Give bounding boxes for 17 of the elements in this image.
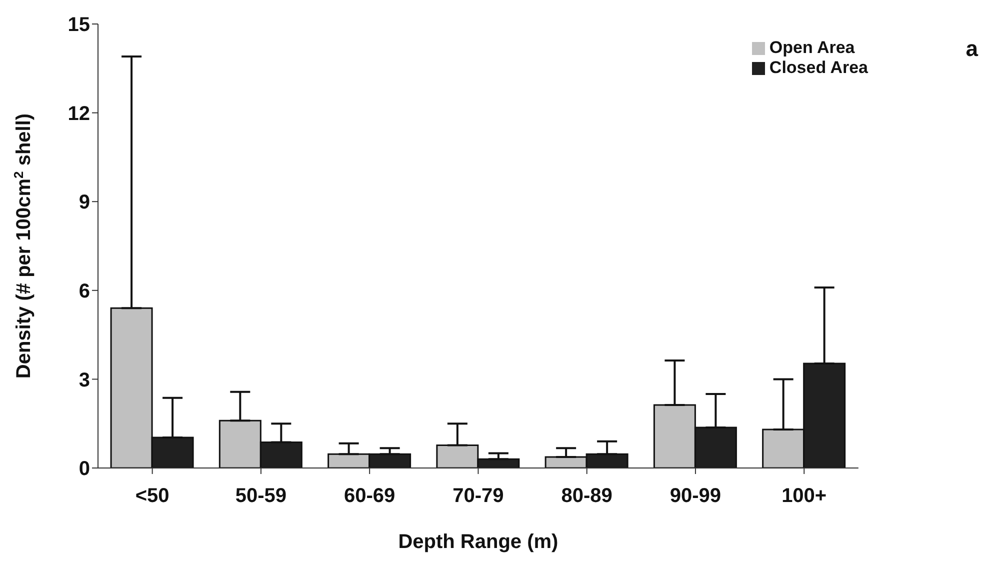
text: a [966, 36, 978, 62]
legend-label: Open Area [769, 38, 855, 57]
legend-label: Closed Area [769, 58, 868, 77]
x-tick-label: 50-59 [235, 485, 287, 508]
y-tick-label: 15 [68, 14, 90, 36]
x-tick-label: 90-99 [670, 485, 722, 508]
y-tick-label: 0 [78, 458, 90, 480]
x-tick-label: <50 [135, 485, 170, 508]
x-axis-title: Depth Range (m) [398, 531, 558, 553]
y-tick-label: 3 [78, 369, 90, 392]
x-tick-label: 60-69 [344, 485, 396, 508]
x-tick-label: 80-89 [561, 485, 612, 508]
y-tick-label: 6 [78, 280, 90, 302]
y-tick-label: 12 [68, 102, 90, 125]
y-tick-label: 9 [78, 192, 90, 214]
x-tick-label: 70-79 [452, 485, 504, 508]
x-tick-label: 100+ [782, 485, 827, 508]
